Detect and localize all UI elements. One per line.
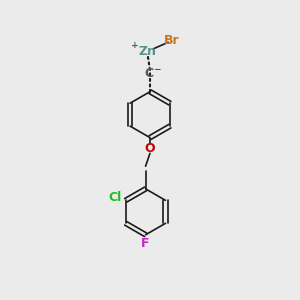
Text: +: + [131,41,139,50]
Text: O: O [145,142,155,155]
Text: Zn: Zn [139,45,157,58]
Text: C: C [144,67,153,80]
Text: F: F [141,237,150,250]
Text: Cl: Cl [108,191,121,205]
Text: Br: Br [164,34,179,47]
Text: −: − [153,64,160,74]
